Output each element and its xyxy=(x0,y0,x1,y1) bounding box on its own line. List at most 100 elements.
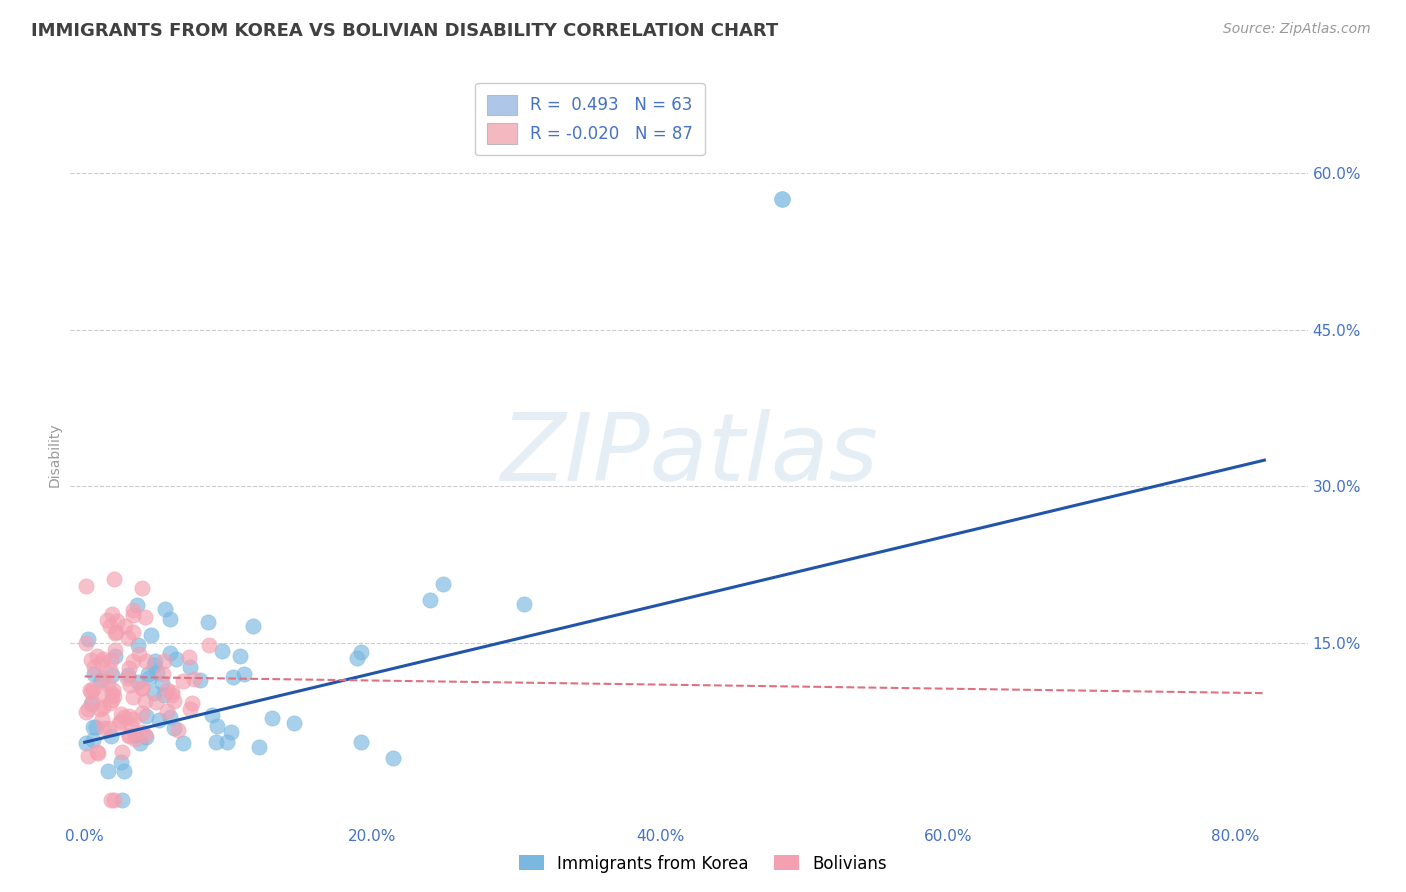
Point xyxy=(150,676,173,690)
Point xyxy=(156,682,179,697)
Point xyxy=(83,660,105,674)
Point xyxy=(104,643,127,657)
Point xyxy=(98,696,121,710)
Point xyxy=(98,663,121,677)
Point xyxy=(121,624,143,639)
Point xyxy=(142,657,165,672)
Point xyxy=(104,648,127,663)
Legend: Immigrants from Korea, Bolivians: Immigrants from Korea, Bolivians xyxy=(512,848,894,880)
Point xyxy=(283,715,305,730)
Point xyxy=(159,710,181,724)
Point xyxy=(110,707,132,722)
Point xyxy=(215,735,238,749)
Point xyxy=(146,665,169,680)
Point xyxy=(75,706,97,720)
Point xyxy=(103,572,125,586)
Point xyxy=(180,696,202,710)
Point xyxy=(128,648,150,662)
Point xyxy=(122,602,145,616)
Point xyxy=(145,654,167,668)
Point xyxy=(205,719,228,733)
Point xyxy=(172,673,194,688)
Point xyxy=(152,666,174,681)
Point xyxy=(131,706,153,720)
Point xyxy=(145,695,167,709)
Point xyxy=(91,652,114,666)
Point xyxy=(177,649,200,664)
Point xyxy=(131,681,153,695)
Point xyxy=(104,625,127,640)
Point xyxy=(381,751,404,765)
Point xyxy=(122,654,145,668)
Point xyxy=(163,694,186,708)
Legend: R =  0.493   N = 63, R = -0.020   N = 87: R = 0.493 N = 63, R = -0.020 N = 87 xyxy=(475,83,704,155)
Point xyxy=(201,708,224,723)
Point xyxy=(118,728,141,742)
Point xyxy=(143,686,166,700)
Point xyxy=(156,704,179,718)
Point xyxy=(118,678,141,692)
Point xyxy=(153,688,176,702)
Point xyxy=(89,702,111,716)
Point xyxy=(127,638,149,652)
Point xyxy=(419,592,441,607)
Point xyxy=(197,638,219,652)
Point xyxy=(75,579,97,593)
Point xyxy=(247,740,270,755)
Point xyxy=(131,581,153,595)
Point xyxy=(131,725,153,739)
Point xyxy=(75,736,97,750)
Point xyxy=(82,682,104,697)
Point xyxy=(115,671,138,685)
Point xyxy=(100,653,122,667)
Point xyxy=(117,668,139,682)
Point xyxy=(80,697,103,711)
Point xyxy=(101,667,124,681)
Point xyxy=(75,636,97,650)
Point xyxy=(153,654,176,668)
Point xyxy=(153,602,176,616)
Point xyxy=(96,613,118,627)
Point xyxy=(77,749,100,764)
Point xyxy=(110,756,132,770)
Point xyxy=(242,619,264,633)
Point xyxy=(100,793,122,807)
Point xyxy=(82,720,104,734)
Point xyxy=(197,615,219,629)
Point xyxy=(350,734,373,748)
Y-axis label: Disability: Disability xyxy=(48,423,62,487)
Point xyxy=(107,615,129,629)
Point xyxy=(179,702,201,716)
Point xyxy=(103,689,125,703)
Point xyxy=(127,674,149,689)
Point xyxy=(86,649,108,664)
Point xyxy=(134,728,156,742)
Point xyxy=(163,721,186,735)
Point xyxy=(122,690,145,704)
Point xyxy=(122,712,145,726)
Text: Source: ZipAtlas.com: Source: ZipAtlas.com xyxy=(1223,22,1371,37)
Point xyxy=(76,702,98,716)
Point xyxy=(124,732,146,747)
Point xyxy=(160,688,183,702)
Point xyxy=(135,730,157,744)
Point xyxy=(118,661,141,675)
Point xyxy=(122,608,145,623)
Point xyxy=(183,672,205,686)
Point xyxy=(165,652,187,666)
Point xyxy=(172,736,194,750)
Point xyxy=(148,713,170,727)
Point xyxy=(91,687,114,701)
Point xyxy=(117,709,139,723)
Point xyxy=(772,192,794,206)
Point xyxy=(80,684,103,698)
Point xyxy=(98,619,121,633)
Point xyxy=(87,746,110,760)
Point xyxy=(108,715,131,730)
Point xyxy=(114,618,136,632)
Point xyxy=(97,676,120,690)
Point xyxy=(211,644,233,658)
Point xyxy=(97,764,120,778)
Point xyxy=(91,712,114,726)
Point xyxy=(80,653,103,667)
